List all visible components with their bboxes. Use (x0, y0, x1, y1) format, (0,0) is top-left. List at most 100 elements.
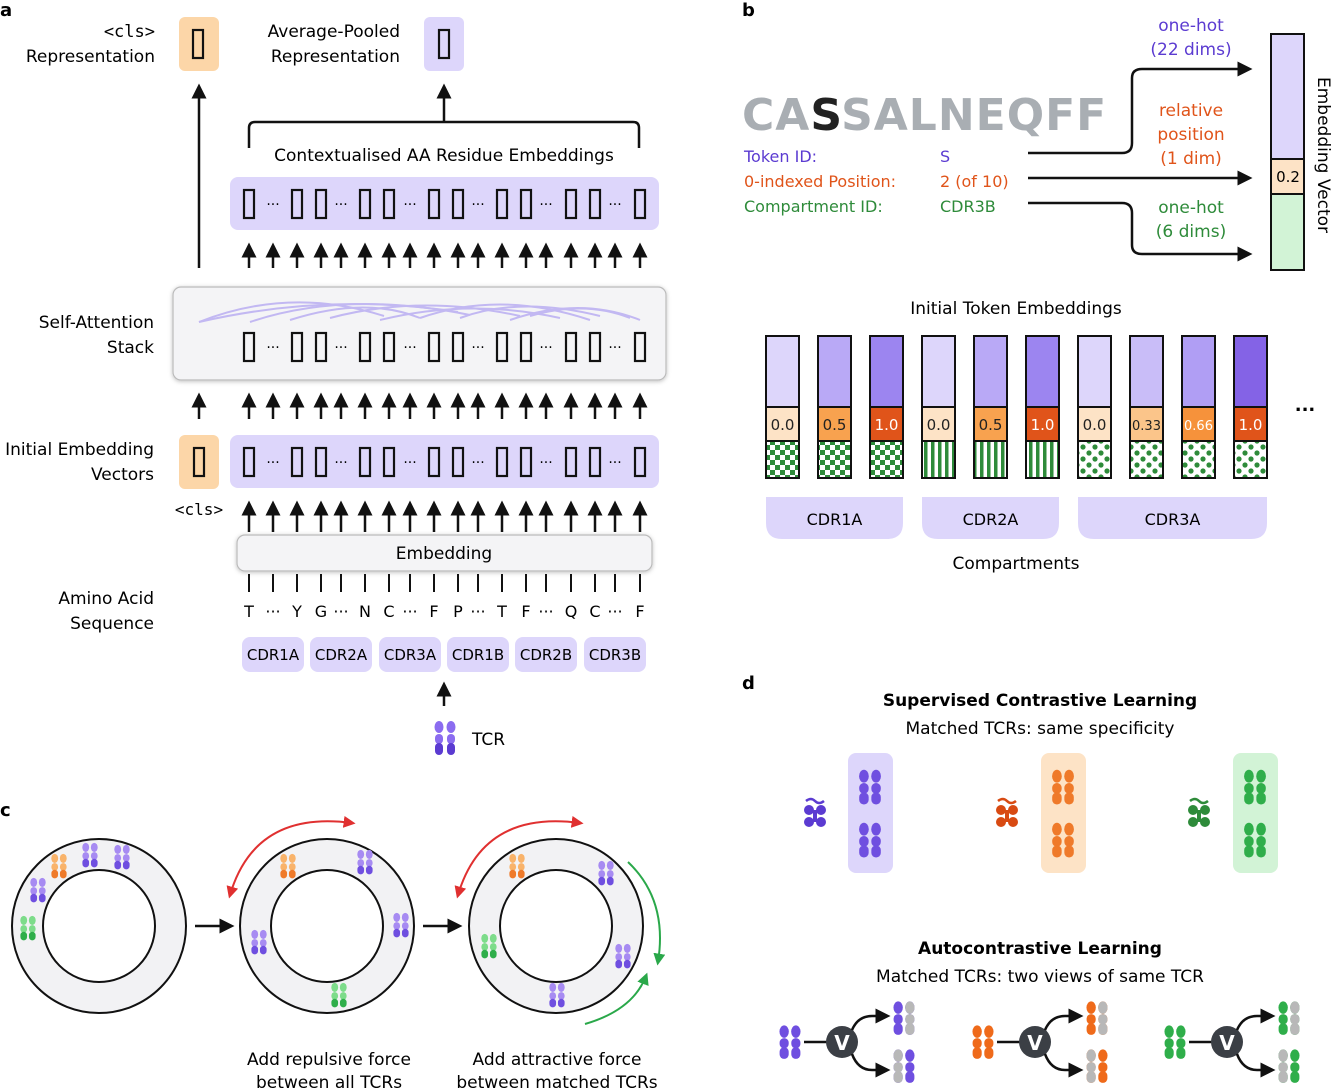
token-box (564, 331, 578, 363)
initial-token-label: Initial Token Embeddings (910, 299, 1122, 319)
token-ellipsis: ··· (403, 197, 416, 213)
tcr-alpha-mid (779, 1038, 789, 1049)
embedding-vector-green (1270, 193, 1305, 271)
tcr-beta-head (259, 929, 267, 939)
sequence-residue: G (315, 602, 327, 621)
tcr-icon (1244, 822, 1266, 858)
relpos-line2: position (1157, 125, 1224, 145)
tcr-alpha-mid (859, 782, 869, 794)
embedding-arrows (241, 500, 648, 532)
tcr-beta-head (1256, 822, 1266, 836)
token-box (633, 446, 647, 478)
grey-chain-tail (1290, 1023, 1300, 1035)
tcr-alpha-mid (859, 835, 869, 847)
tcr-beta-head (606, 860, 614, 870)
token-box (588, 446, 602, 478)
token-box (382, 188, 396, 220)
view-node (1211, 1026, 1243, 1058)
initial-vectors-row (230, 435, 659, 488)
grey-chain-tail (893, 1071, 903, 1083)
position-segment (1181, 406, 1216, 442)
tcr-alpha-mid (30, 887, 38, 895)
tcr-alpha-head (393, 912, 401, 922)
tcr-beta-mid (489, 943, 497, 951)
tcr-beta-tail (791, 1047, 801, 1059)
tcr-icon (393, 912, 409, 938)
grey-chain-tail (1098, 1023, 1108, 1035)
avg-bracket (247, 120, 641, 148)
tcr-icon (859, 769, 881, 805)
token-box (242, 446, 256, 478)
ring-1 (11, 838, 187, 1014)
tcr-beta-tail (1098, 1071, 1108, 1083)
tcr-beta-tail (1290, 1071, 1300, 1083)
position-segment (973, 406, 1008, 442)
panel-c: c Add repulsive force between all TCRs A… (0, 800, 666, 1090)
tcr-beta-tail (401, 928, 409, 938)
position-value: 0.33 (1132, 419, 1161, 434)
caption2-line1: Add attractive force (473, 1050, 642, 1070)
token-box (495, 446, 509, 478)
token-ellipsis: ··· (334, 340, 347, 356)
compartment-tag-label: CDR2A (315, 646, 368, 664)
tcr-alpha-mid (1244, 835, 1254, 847)
token-ellipsis: ··· (608, 197, 621, 213)
tcr-beta-tail (871, 792, 881, 805)
token-box (358, 446, 372, 478)
autocon-group: V (1164, 1001, 1300, 1083)
token-ellipsis: ··· (266, 340, 279, 356)
tcr-alpha-tail (1052, 845, 1062, 858)
tcr-alpha-tail (114, 860, 122, 870)
tcr-alpha-tail (30, 893, 38, 903)
token-ellipsis: ··· (266, 455, 279, 471)
contextualised-label: Contextualised AA Residue Embeddings (274, 146, 614, 166)
tcr-alpha-head (30, 877, 38, 887)
sequence-residue: Q (565, 602, 578, 621)
antigen-lobe (1188, 805, 1198, 815)
amino-acid-sequence: T ··· Y G ··· N C ··· F P ··· T F ··· Q C ··· F (243, 602, 644, 621)
tcr-alpha-mid (393, 922, 401, 930)
tcr-alpha-head (280, 853, 288, 863)
tcr-alpha-head (509, 853, 517, 863)
tcr-alpha-mid (1244, 782, 1254, 794)
compartment-tag-label: CDR3B (589, 646, 641, 664)
token-box (290, 446, 304, 478)
onehot-segment (1129, 335, 1164, 408)
tcr-beta-head (871, 822, 881, 836)
antigen-icon (996, 797, 1018, 827)
tcr-beta-head (1064, 822, 1074, 836)
token-box (290, 331, 304, 363)
tcr-beta-tail (905, 1071, 915, 1083)
grey-chain-mid (905, 1014, 915, 1025)
compartment-tag (515, 637, 577, 672)
onehot22-arrow (1028, 61, 1253, 155)
tcr-beta-tail (1256, 845, 1266, 858)
tcr-alpha-mid (481, 943, 489, 951)
compartment-segment (921, 440, 956, 479)
compartment-tag (447, 637, 509, 672)
grey-chain-mid (1290, 1014, 1300, 1025)
aa-label-line1: Amino Acid (58, 589, 154, 609)
view-node (826, 1026, 858, 1058)
tcr-alpha-mid (972, 1038, 982, 1049)
tcr-beta-mid (288, 863, 296, 871)
tcr-alpha-head (598, 860, 606, 870)
supcon-title: Supervised Contrastive Learning (883, 691, 1197, 711)
ctx-arrows (241, 242, 648, 268)
tcr-alpha-head (114, 844, 122, 854)
onehot-segment (1233, 335, 1268, 408)
tcr-alpha-tail (1164, 1047, 1174, 1059)
position-segment (1077, 406, 1112, 442)
tcr-beta-head (517, 853, 525, 863)
tcr-icon (20, 915, 36, 941)
compartment-segment (817, 440, 852, 479)
compartment-tag (379, 637, 441, 672)
token-box (495, 188, 509, 220)
tcr-alpha-mid (1052, 782, 1062, 794)
tcr-beta-mid (90, 852, 98, 860)
tcr-alpha-tail (280, 869, 288, 879)
tcr-alpha-tail (1244, 845, 1254, 858)
tcr-alpha-tail (615, 959, 623, 969)
panel-c-letter: c (0, 800, 11, 821)
sequence-residue: N (359, 602, 371, 621)
